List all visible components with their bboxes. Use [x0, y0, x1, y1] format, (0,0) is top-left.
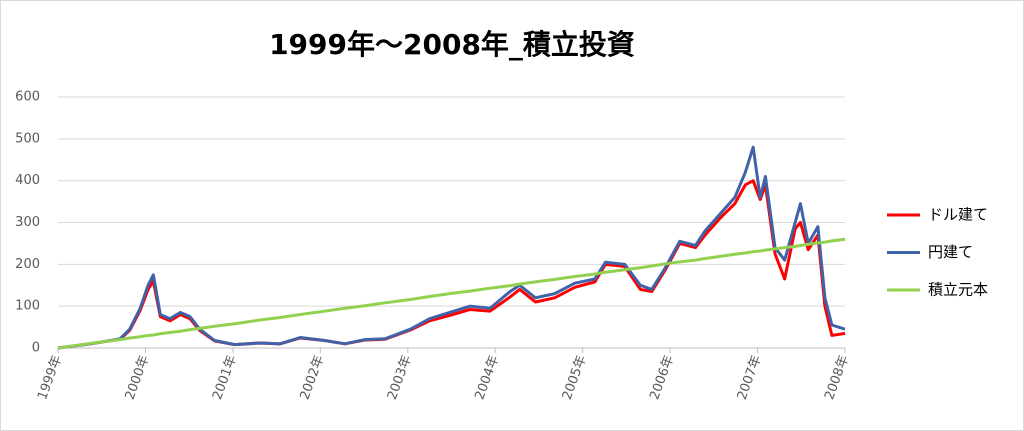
y-tick-label: 600: [15, 90, 40, 105]
y-tick-label: 300: [15, 215, 40, 230]
chart-title: 1999年～2008年_積立投資: [269, 28, 635, 61]
legend-label: 円建て: [928, 243, 973, 261]
y-tick-label: 100: [15, 299, 40, 314]
y-tick-label: 0: [32, 341, 40, 356]
y-tick-label: 400: [15, 173, 40, 188]
legend-label: ドル建て: [928, 206, 988, 224]
legend-label: 積立元本: [928, 281, 988, 299]
y-tick-label: 200: [15, 257, 40, 272]
y-tick-label: 500: [15, 131, 40, 146]
series-line: [57, 237, 846, 350]
